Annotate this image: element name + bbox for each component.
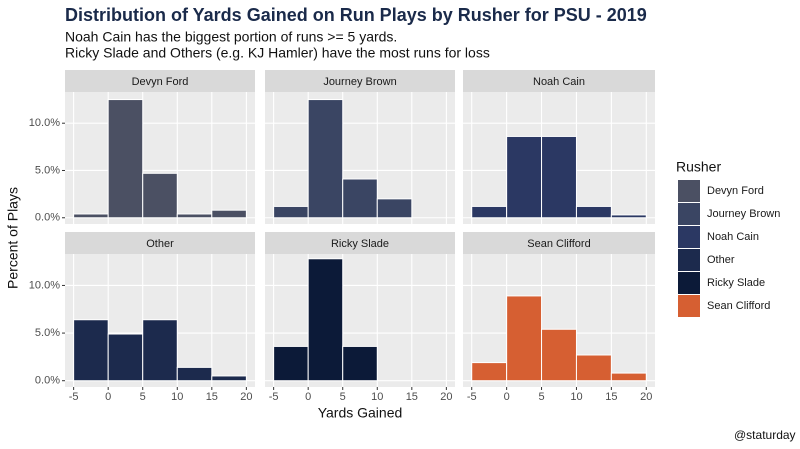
y-tick-label: 0.0% xyxy=(35,212,60,224)
y-axis-label: Percent of Plays xyxy=(5,187,21,289)
x-tick-label: 5 xyxy=(340,391,346,403)
x-tick-label: 20 xyxy=(640,391,652,403)
x-tick-label: 15 xyxy=(406,391,418,403)
legend-title: Rusher xyxy=(676,159,721,175)
strip xyxy=(65,232,255,254)
bar xyxy=(541,328,577,382)
bar xyxy=(506,295,543,382)
x-tick-label: -5 xyxy=(467,391,477,403)
legend-label: Journey Brown xyxy=(707,208,780,220)
subtitle: Ricky Slade and Others (e.g. KJ Hamler) … xyxy=(65,45,490,61)
x-tick-label: 5 xyxy=(140,391,146,403)
subtitle: Noah Cain has the biggest portion of run… xyxy=(65,29,397,45)
bar xyxy=(107,99,144,219)
x-tick-label: 15 xyxy=(605,391,617,403)
bar xyxy=(575,354,612,382)
bar xyxy=(211,209,247,219)
caption: @staturday xyxy=(734,428,796,442)
strip xyxy=(463,70,655,92)
bar xyxy=(273,345,309,382)
x-tick-label: -5 xyxy=(269,391,279,403)
bar xyxy=(471,205,508,219)
y-tick-label: 10.0% xyxy=(29,117,60,129)
bar xyxy=(376,198,413,219)
x-tick-label: 5 xyxy=(538,391,544,403)
y-tick-label: 5.0% xyxy=(35,164,60,176)
strip xyxy=(65,70,255,92)
legend-label: Sean Clifford xyxy=(707,300,770,312)
y-tick-label: 10.0% xyxy=(29,279,60,291)
x-tick-label: 0 xyxy=(105,391,111,403)
x-tick-label: 10 xyxy=(371,391,383,403)
x-tick-label: 20 xyxy=(240,391,252,403)
strip xyxy=(265,70,455,92)
bar xyxy=(307,99,344,219)
bar xyxy=(610,372,647,382)
bar xyxy=(342,178,378,219)
bar xyxy=(73,319,109,382)
bar xyxy=(506,135,543,219)
bar xyxy=(575,205,612,219)
bar xyxy=(73,213,109,219)
bar xyxy=(273,205,309,219)
strip-label: Ricky Slade xyxy=(331,238,389,250)
strip xyxy=(463,232,655,254)
x-tick-label: 10 xyxy=(570,391,582,403)
legend-key xyxy=(678,272,700,294)
x-tick-label: 0 xyxy=(305,391,311,403)
chart-title: Distribution of Yards Gained on Run Play… xyxy=(65,5,647,25)
bar xyxy=(142,172,178,219)
strip-label: Journey Brown xyxy=(323,76,396,88)
y-tick-label: 0.0% xyxy=(35,375,60,387)
bar xyxy=(610,214,647,219)
legend-key xyxy=(678,249,700,271)
bar xyxy=(541,135,577,219)
legend-label: Devyn Ford xyxy=(707,185,764,197)
x-tick-label: -5 xyxy=(69,391,79,403)
legend-key xyxy=(678,226,700,248)
strip-label: Noah Cain xyxy=(533,76,585,88)
x-tick-label: 10 xyxy=(171,391,183,403)
strip xyxy=(265,232,455,254)
strip-label: Devyn Ford xyxy=(132,76,189,88)
x-tick-label: 20 xyxy=(440,391,452,403)
bar xyxy=(142,319,178,382)
bar xyxy=(342,345,378,382)
legend-label: Noah Cain xyxy=(707,231,759,243)
bar xyxy=(176,213,213,219)
y-tick-label: 5.0% xyxy=(35,327,60,339)
legend-key xyxy=(678,180,700,202)
bar xyxy=(211,375,247,382)
legend-key xyxy=(678,295,700,317)
legend-key xyxy=(678,203,700,225)
bar xyxy=(307,258,344,382)
x-tick-label: 0 xyxy=(504,391,510,403)
x-tick-label: 15 xyxy=(206,391,218,403)
legend-label: Other xyxy=(707,254,735,266)
strip-label: Sean Clifford xyxy=(527,238,590,250)
legend-label: Ricky Slade xyxy=(707,277,765,289)
bar xyxy=(176,366,213,382)
bar xyxy=(107,333,144,382)
strip-label: Other xyxy=(146,238,174,250)
bar xyxy=(471,362,508,382)
x-axis-label: Yards Gained xyxy=(318,405,403,421)
